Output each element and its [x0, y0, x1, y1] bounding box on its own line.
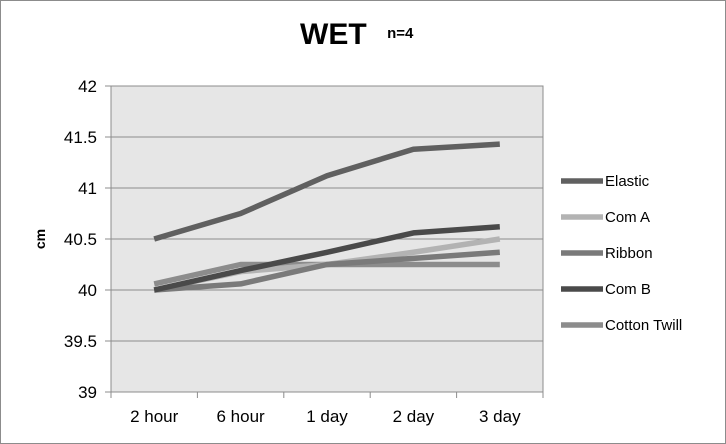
- y-tick-label: 39: [78, 383, 97, 402]
- y-axis-ticks: 39 39.5 40 40.5 41 41.5 42: [64, 77, 111, 402]
- x-tick-label: 3 day: [479, 407, 521, 426]
- y-tick-label: 40: [78, 281, 97, 300]
- series-line-ribbon: [154, 249, 500, 293]
- x-tick-label: 6 hour: [216, 407, 265, 426]
- series-lines: [153, 141, 501, 293]
- y-tick-label: 40.5: [64, 230, 97, 249]
- series-line-elastic: [153, 141, 500, 242]
- y-tick-label: 41.5: [64, 128, 97, 147]
- chart-subtitle: n=4: [387, 25, 414, 42]
- x-tick-label: 2 hour: [130, 407, 179, 426]
- legend-label: Com A: [605, 209, 650, 226]
- chart-title-group: WET n=4: [300, 18, 413, 52]
- legend-label: Com B: [605, 281, 651, 298]
- legend: Elastic Com A Ribbon Com B Cotton Twill: [561, 173, 682, 334]
- legend-label: Ribbon: [605, 245, 653, 262]
- legend-label: Elastic: [605, 173, 650, 190]
- y-tick-label: 41: [78, 179, 97, 198]
- x-tick-label: 2 day: [393, 407, 435, 426]
- series-line-com-b: [153, 224, 500, 293]
- chart-title: WET: [300, 18, 367, 51]
- y-tick-label: 42: [78, 77, 97, 96]
- legend-label: Cotton Twill: [605, 317, 682, 334]
- y-tick-label: 39.5: [64, 332, 97, 351]
- x-tick-label: 1 day: [306, 407, 348, 426]
- x-axis-ticks: 2 hour 6 hour 1 day 2 day 3 day: [110, 391, 544, 426]
- y-axis-label: cm: [32, 229, 48, 249]
